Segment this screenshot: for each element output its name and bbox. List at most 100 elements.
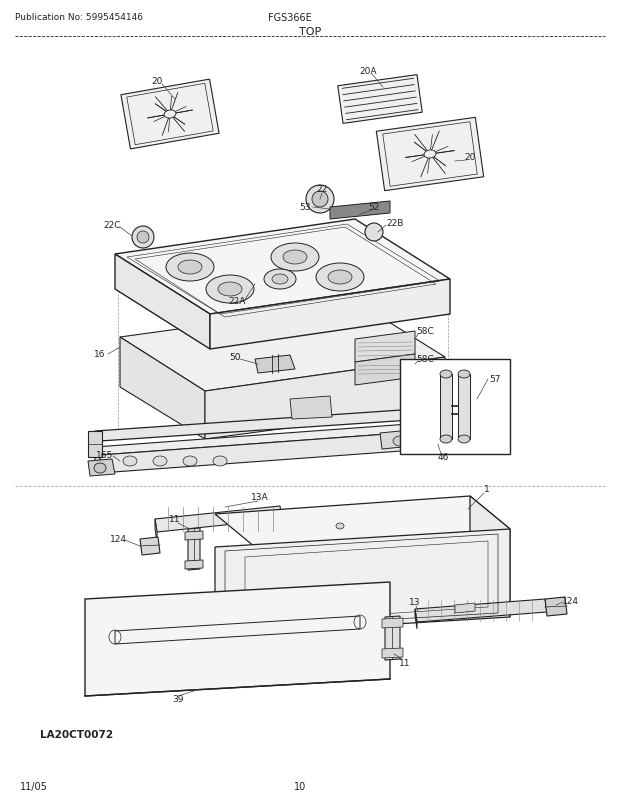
Ellipse shape <box>272 274 288 285</box>
Ellipse shape <box>213 456 227 467</box>
Polygon shape <box>355 354 415 386</box>
Polygon shape <box>100 429 456 473</box>
Text: 13: 13 <box>409 597 421 607</box>
Text: LA20CT0072: LA20CT0072 <box>40 729 113 739</box>
Polygon shape <box>455 603 475 614</box>
Polygon shape <box>88 460 115 476</box>
Polygon shape <box>120 305 445 391</box>
Polygon shape <box>382 648 403 658</box>
Ellipse shape <box>94 464 106 473</box>
Ellipse shape <box>132 227 154 249</box>
Polygon shape <box>355 331 415 363</box>
Ellipse shape <box>316 264 364 292</box>
Polygon shape <box>415 599 547 622</box>
Ellipse shape <box>164 111 176 119</box>
Ellipse shape <box>183 456 197 467</box>
Text: 58C: 58C <box>416 355 434 364</box>
Text: 1: 1 <box>484 485 490 494</box>
Polygon shape <box>185 561 203 569</box>
Polygon shape <box>338 75 422 124</box>
Text: 39: 39 <box>172 695 184 703</box>
Polygon shape <box>440 375 452 439</box>
Polygon shape <box>85 582 390 696</box>
Text: 11/05: 11/05 <box>20 781 48 791</box>
Ellipse shape <box>458 435 470 444</box>
Ellipse shape <box>206 276 254 304</box>
Ellipse shape <box>365 224 383 241</box>
Text: 52: 52 <box>368 203 379 213</box>
Polygon shape <box>205 358 445 439</box>
Polygon shape <box>470 496 510 618</box>
Polygon shape <box>210 280 450 350</box>
Text: 58C: 58C <box>416 327 434 336</box>
Text: 22A: 22A <box>228 297 246 306</box>
Polygon shape <box>155 520 157 542</box>
Text: FGS366E: FGS366E <box>268 13 312 23</box>
Text: 16: 16 <box>94 350 106 359</box>
Ellipse shape <box>283 251 307 265</box>
Ellipse shape <box>312 192 328 208</box>
Text: 10: 10 <box>294 781 306 791</box>
Text: 22B: 22B <box>386 219 404 229</box>
Text: 124: 124 <box>562 597 578 606</box>
Text: 46: 46 <box>437 453 449 462</box>
Text: 20: 20 <box>151 78 162 87</box>
Polygon shape <box>458 375 470 439</box>
Polygon shape <box>188 529 200 570</box>
Ellipse shape <box>440 371 452 379</box>
Text: 22C: 22C <box>104 221 121 230</box>
Ellipse shape <box>440 435 452 444</box>
Polygon shape <box>415 610 417 630</box>
Text: 50: 50 <box>229 353 241 362</box>
Ellipse shape <box>424 151 436 159</box>
Ellipse shape <box>123 456 137 467</box>
Text: TOP: TOP <box>299 27 321 37</box>
Polygon shape <box>115 220 450 314</box>
Polygon shape <box>120 338 205 439</box>
Polygon shape <box>215 529 510 635</box>
Polygon shape <box>88 431 102 457</box>
Polygon shape <box>140 537 160 555</box>
Polygon shape <box>330 202 390 220</box>
Ellipse shape <box>306 186 334 214</box>
Ellipse shape <box>328 270 352 285</box>
Text: 11: 11 <box>169 515 181 524</box>
Text: 13A: 13A <box>251 493 269 502</box>
Polygon shape <box>255 355 295 374</box>
Ellipse shape <box>218 282 242 297</box>
Text: 53: 53 <box>299 203 311 213</box>
Polygon shape <box>290 396 332 419</box>
Polygon shape <box>95 422 456 456</box>
Ellipse shape <box>336 524 344 529</box>
Ellipse shape <box>458 371 470 379</box>
Polygon shape <box>380 429 422 449</box>
Polygon shape <box>185 532 203 541</box>
Polygon shape <box>545 597 567 616</box>
Polygon shape <box>400 359 510 455</box>
Ellipse shape <box>271 244 319 272</box>
Polygon shape <box>155 506 282 533</box>
Polygon shape <box>215 496 510 547</box>
Polygon shape <box>95 407 455 441</box>
Ellipse shape <box>137 232 149 244</box>
Text: 20A: 20A <box>359 67 377 76</box>
Polygon shape <box>385 616 400 660</box>
Ellipse shape <box>393 436 407 447</box>
Polygon shape <box>121 80 219 150</box>
Text: 165: 165 <box>96 451 113 460</box>
Ellipse shape <box>264 269 296 290</box>
Polygon shape <box>115 255 210 350</box>
Text: 20: 20 <box>464 153 476 162</box>
Text: eReplacementParts.com: eReplacementParts.com <box>268 431 352 437</box>
Polygon shape <box>376 118 484 192</box>
Text: Publication No: 5995454146: Publication No: 5995454146 <box>15 13 143 22</box>
Ellipse shape <box>153 456 167 467</box>
Text: 124: 124 <box>110 535 126 544</box>
Ellipse shape <box>178 261 202 274</box>
Polygon shape <box>95 448 100 475</box>
Text: 22: 22 <box>316 185 327 194</box>
Ellipse shape <box>166 253 214 282</box>
Text: 57: 57 <box>489 375 501 384</box>
Text: 11: 11 <box>399 658 410 668</box>
Polygon shape <box>382 618 403 628</box>
